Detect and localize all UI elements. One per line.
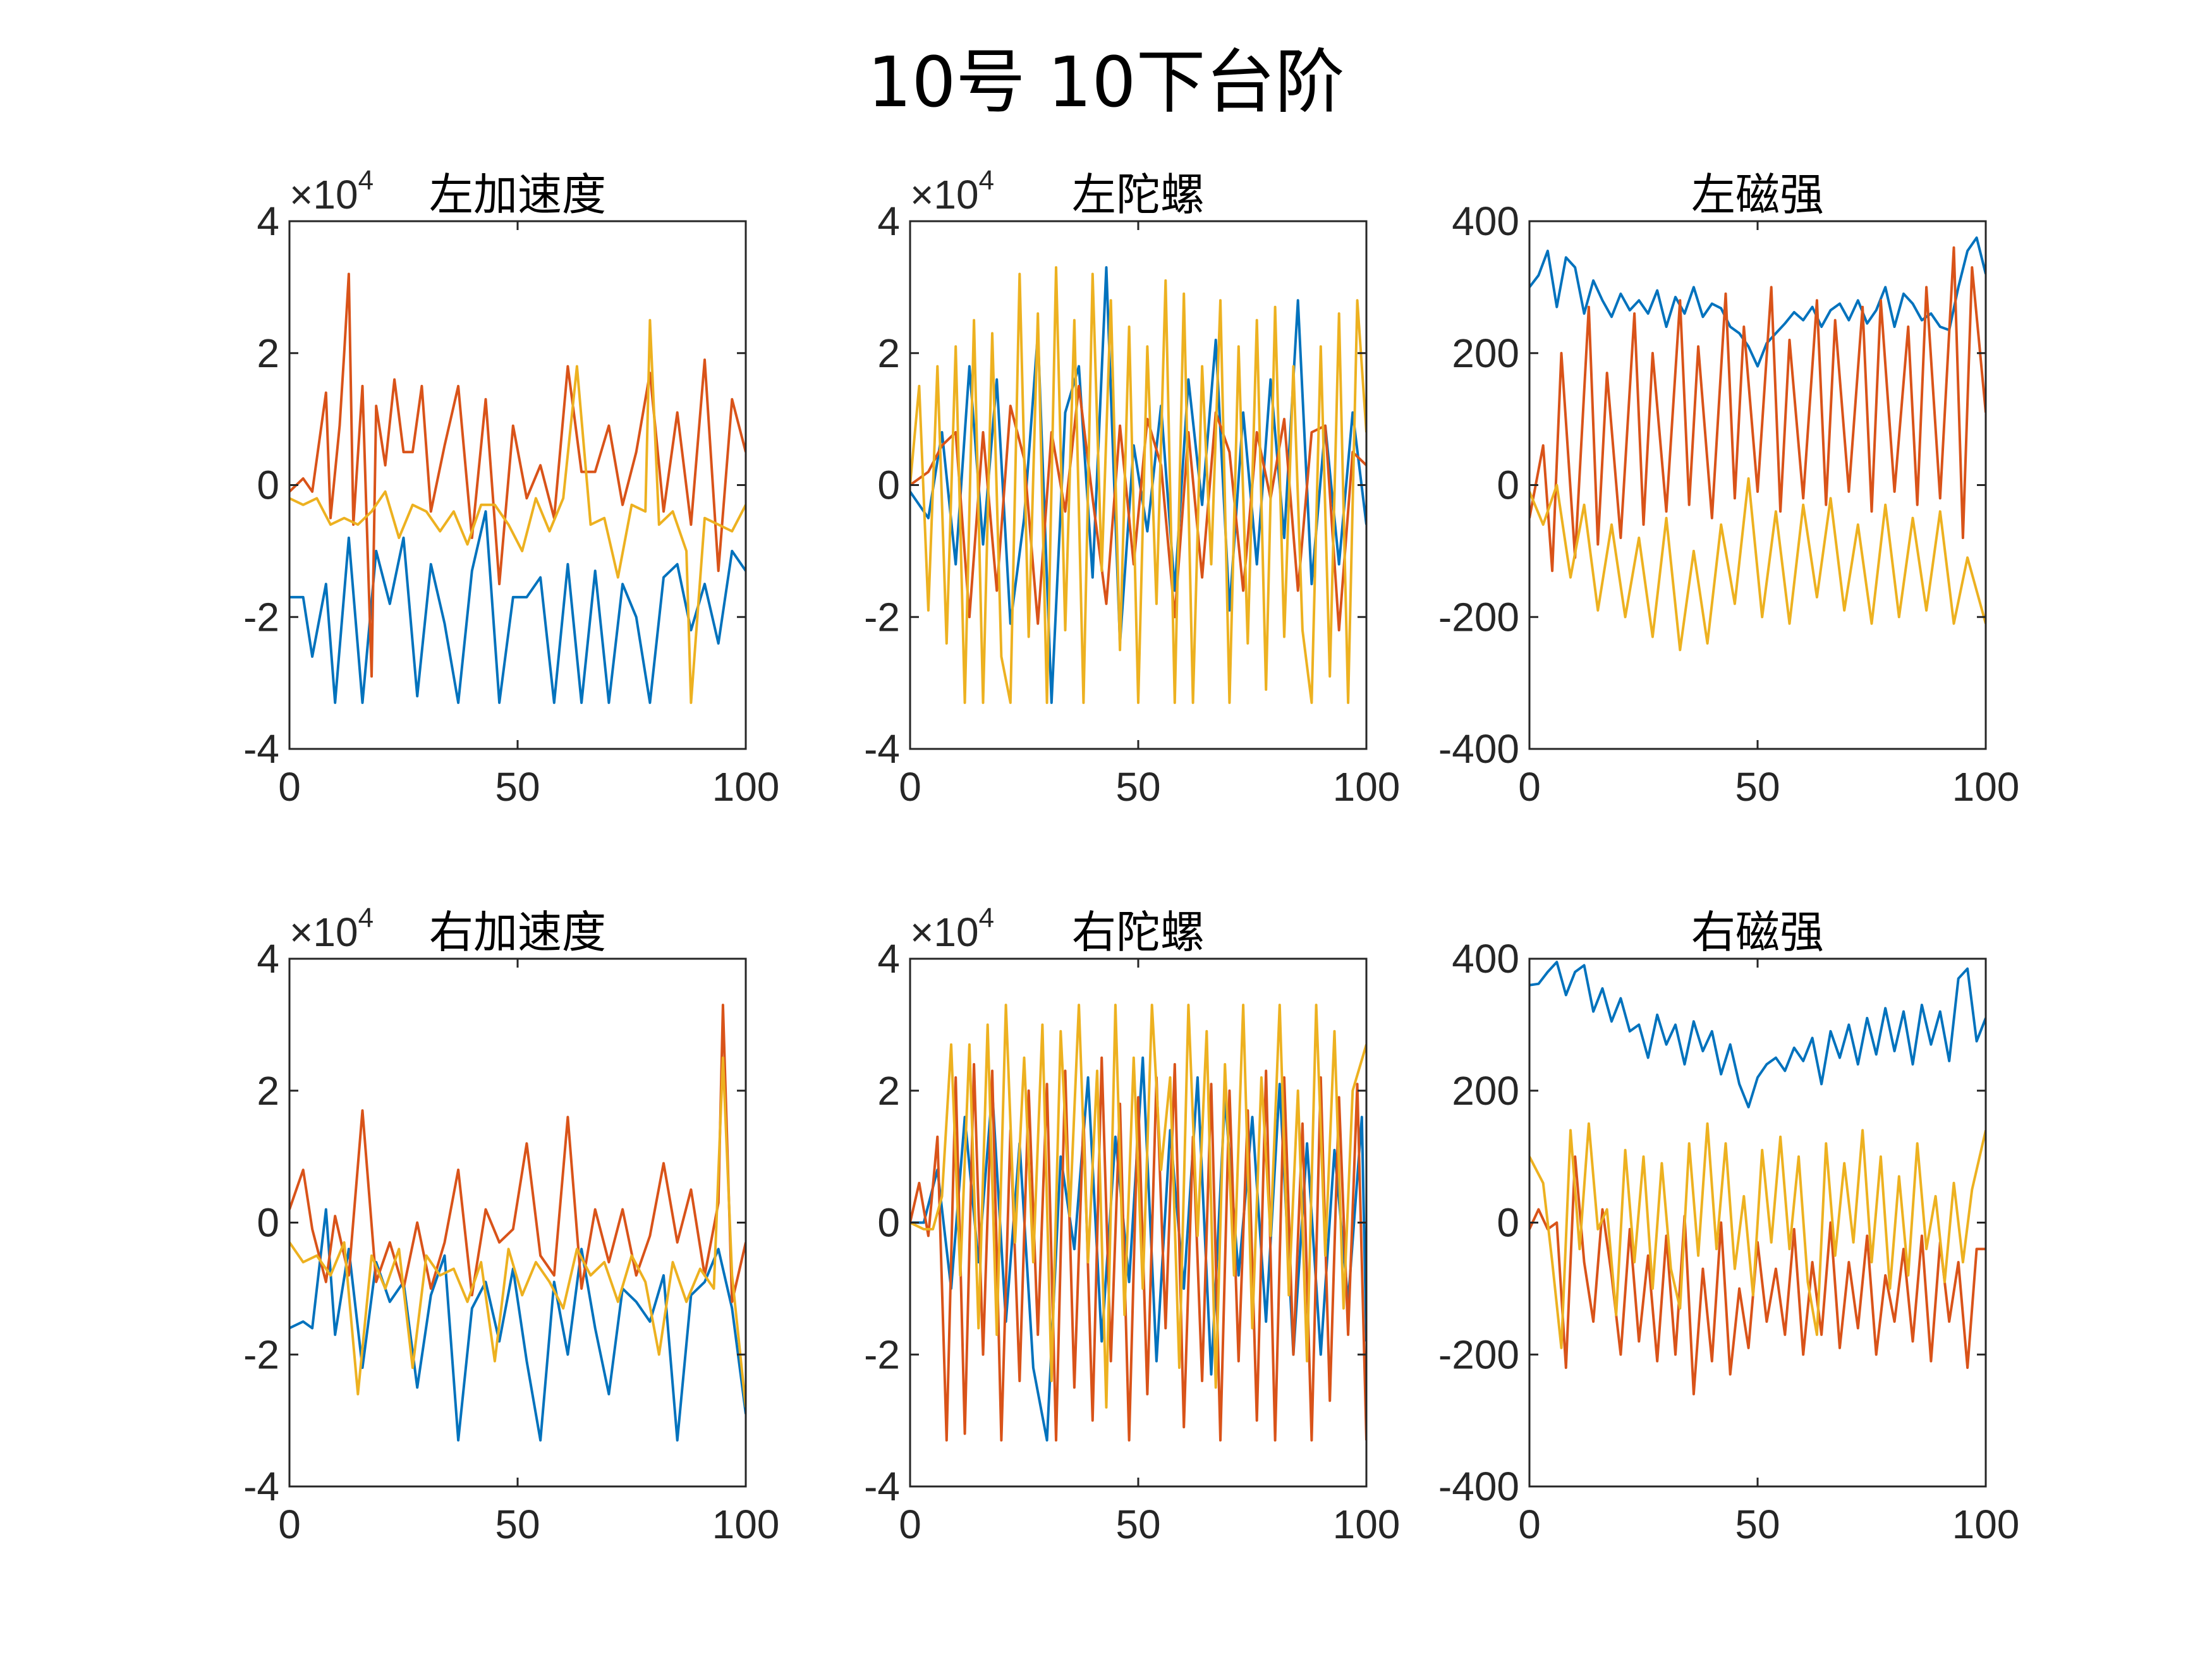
series-line-3 (289, 319, 746, 704)
series-line-3 (1529, 1122, 1986, 1349)
y-tick-label: 400 (1452, 198, 1519, 244)
axis-exponent: ×104 (289, 902, 374, 955)
y-tick-label: 0 (257, 463, 279, 508)
figure-title: 10号 10下台阶 (868, 42, 1345, 123)
x-tick-label: 0 (899, 1502, 921, 1547)
x-tick-label: 0 (1518, 764, 1541, 810)
x-tick-label: 100 (712, 1502, 780, 1547)
y-tick-label: 0 (877, 463, 900, 508)
x-tick-label: 50 (495, 764, 540, 810)
y-tick-label: -4 (864, 1464, 900, 1509)
y-tick-label: -4 (864, 726, 900, 772)
subplot-title: 左加速度 (429, 169, 606, 221)
x-tick-label: 0 (899, 764, 921, 810)
series-line-1 (910, 1056, 1366, 1442)
y-tick-label: -400 (1438, 1464, 1519, 1509)
x-tick-label: 0 (1518, 1502, 1541, 1547)
y-tick-label: 0 (1497, 463, 1519, 508)
series-line-2 (910, 384, 1366, 632)
subplot: 0 50 100 -4 -2 0 2 4×104 右陀螺 (864, 902, 1400, 1547)
series-line-2 (1529, 246, 1986, 573)
subplot-title: 右陀螺 (1072, 906, 1205, 958)
y-tick-label: -200 (1438, 1332, 1519, 1377)
series-line-1 (289, 510, 746, 704)
series-line-3 (910, 266, 1366, 704)
x-tick-label: 0 (278, 1502, 301, 1547)
y-tick-label: 0 (877, 1200, 900, 1246)
series-group (910, 266, 1366, 704)
y-tick-label: -2 (864, 1332, 900, 1377)
y-tick-label: 2 (257, 331, 279, 376)
axis-exponent: ×104 (910, 165, 994, 217)
series-line-1 (1529, 236, 1986, 368)
subplot-title: 右加速度 (429, 906, 606, 958)
x-tick-label: 100 (712, 764, 780, 810)
y-tick-label: -2 (243, 594, 279, 640)
y-tick-label: -4 (243, 726, 279, 772)
axes-box (288, 957, 747, 1488)
subplot: 0 50 100 -4 -2 0 2 4×104 右加速度 (243, 902, 779, 1547)
y-tick-label: -200 (1438, 594, 1519, 640)
x-tick-label: 100 (1333, 764, 1401, 810)
subplot: 0 50 100 -4 -2 0 2 4×104 左加速度 (243, 165, 779, 810)
x-tick-label: 100 (1952, 764, 2020, 810)
x-tick-label: 0 (278, 764, 301, 810)
subplot: 0 50 100 -400 -200 0 200 400 右磁强 (1438, 906, 2019, 1547)
y-tick-label: 0 (1497, 1200, 1519, 1246)
y-tick-label: -4 (243, 1464, 279, 1509)
series-group (289, 272, 746, 704)
x-tick-label: 100 (1333, 1502, 1401, 1547)
series-group (910, 1004, 1366, 1442)
y-tick-label: 200 (1452, 331, 1519, 376)
y-tick-label: -400 (1438, 726, 1519, 772)
y-tick-label: -2 (864, 594, 900, 640)
subplot-title: 左陀螺 (1072, 169, 1205, 221)
y-tick-label: -2 (243, 1332, 279, 1377)
series-line-3 (910, 1004, 1366, 1409)
x-tick-label: 50 (1115, 1502, 1160, 1547)
y-tick-label: 2 (877, 1068, 900, 1114)
x-tick-label: 50 (1735, 1502, 1780, 1547)
series-group (1529, 961, 1986, 1395)
series-line-2 (1529, 1155, 1986, 1395)
series-line-2 (289, 272, 746, 678)
y-tick-label: 0 (257, 1200, 279, 1246)
subplot: 0 50 100 -400 -200 0 200 400 左磁强 (1438, 169, 2019, 810)
series-line-3 (289, 1056, 746, 1408)
y-tick-label: 4 (257, 936, 279, 981)
x-tick-label: 50 (1115, 764, 1160, 810)
subplot: 0 50 100 -4 -2 0 2 4×104 左陀螺 (864, 165, 1400, 810)
x-tick-label: 50 (1735, 764, 1780, 810)
y-tick-label: 2 (257, 1068, 279, 1114)
y-tick-label: 4 (257, 198, 279, 244)
series-group (289, 1004, 746, 1442)
axis-exponent: ×104 (289, 165, 374, 217)
subplot-title: 左磁强 (1691, 169, 1824, 221)
series-line-2 (289, 1004, 746, 1303)
subplot-title: 右磁强 (1691, 906, 1824, 958)
y-tick-label: 200 (1452, 1068, 1519, 1114)
y-tick-label: 4 (877, 198, 900, 244)
y-tick-label: 2 (877, 331, 900, 376)
x-tick-label: 100 (1952, 1502, 2020, 1547)
x-tick-label: 50 (495, 1502, 540, 1547)
y-tick-label: 400 (1452, 936, 1519, 981)
series-line-1 (289, 1208, 746, 1442)
axis-exponent: ×104 (910, 902, 994, 955)
axes-box (288, 220, 747, 750)
series-line-3 (1529, 477, 1986, 652)
series-line-1 (1529, 961, 1986, 1109)
series-group (1529, 236, 1986, 652)
y-tick-label: 4 (877, 936, 900, 981)
